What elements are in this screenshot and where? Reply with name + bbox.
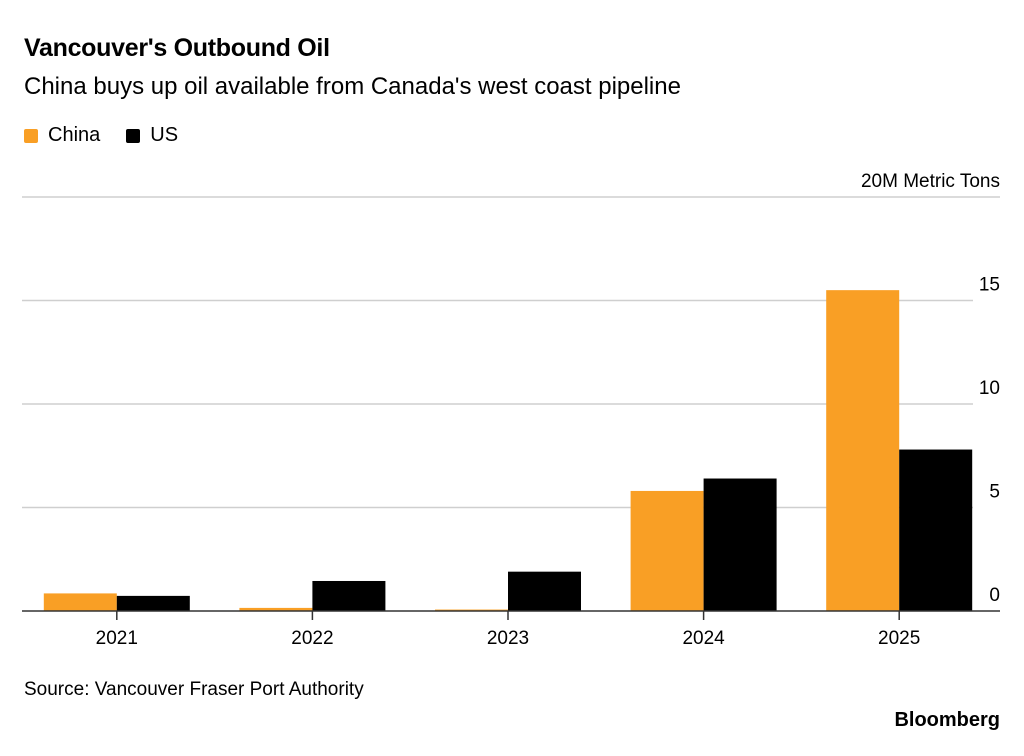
legend-label-us: US	[150, 124, 179, 146]
source-note: Source: Vancouver Fraser Port Authority	[24, 679, 364, 700]
chart-title: Vancouver's Outbound Oil	[24, 34, 330, 62]
bar-us-2025	[899, 449, 973, 611]
bar-china-2025	[826, 290, 900, 611]
y-tick-label: 20M Metric Tons	[861, 171, 1000, 192]
bar-us-2022	[312, 580, 386, 611]
y-tick-label: 10	[979, 378, 1000, 399]
x-tick-label: 2022	[291, 628, 333, 649]
y-tick-label: 5	[989, 482, 1000, 503]
x-tick-label: 2024	[682, 628, 725, 649]
chart-subtitle: China buys up oil available from Canada'…	[24, 73, 681, 100]
y-tick-label: 15	[979, 275, 1000, 296]
bar-china-2022	[239, 607, 313, 611]
bar-china-2024	[630, 490, 704, 611]
legend-item-china: China	[24, 124, 100, 147]
bar-china-2021	[43, 593, 117, 611]
legend-swatch-china	[24, 128, 38, 143]
bar-us-2024	[703, 478, 777, 611]
bar-us-2023	[508, 571, 581, 611]
legend: China US	[24, 124, 178, 147]
legend-label-china: China	[48, 124, 101, 146]
x-tick-label: 2021	[96, 628, 138, 649]
x-tick-label: 2025	[878, 628, 920, 649]
bar-us-2021	[116, 595, 190, 611]
y-tick-label: 0	[989, 585, 1000, 606]
bloomberg-logo: Bloomberg	[894, 709, 1000, 731]
legend-swatch-us	[126, 128, 141, 143]
x-tick-label: 2023	[487, 628, 529, 649]
legend-item-us: US	[126, 124, 178, 147]
